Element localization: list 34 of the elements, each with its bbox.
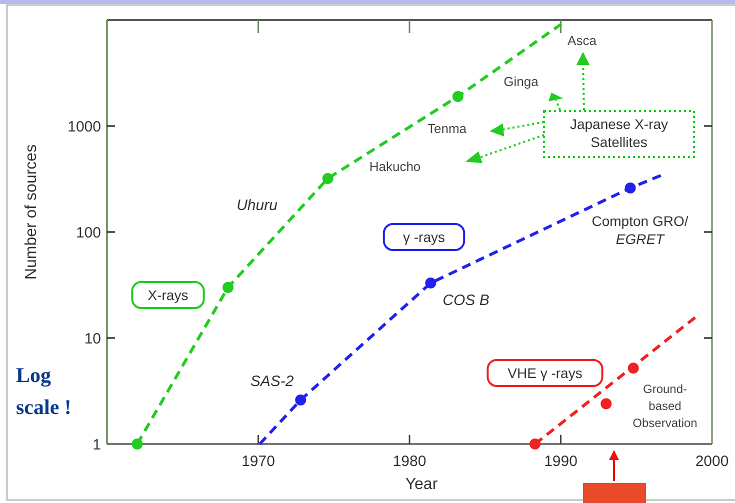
- annotation: Compton GRO/ EGRET: [592, 213, 688, 247]
- point: [322, 172, 334, 184]
- x-tick-label: 1990: [544, 453, 578, 470]
- point: [222, 282, 234, 293]
- x-axis-title: Year: [405, 476, 438, 493]
- y-tick-label: 1000: [68, 118, 101, 136]
- point: [628, 362, 639, 374]
- point: [425, 278, 436, 289]
- annotation: Japanese X-ray Satellites: [570, 116, 668, 150]
- x-tick-label: 1970: [242, 453, 275, 470]
- point: [530, 438, 541, 450]
- x-tick-label: 1980: [392, 453, 426, 470]
- annotation: Ginga: [504, 74, 540, 89]
- series-label: X-rays: [148, 286, 188, 303]
- annotation: Uhuru: [236, 197, 278, 214]
- point: [295, 394, 306, 406]
- y-tick-label: 100: [76, 224, 101, 242]
- point: [600, 398, 612, 410]
- annotation: SAS-2: [250, 373, 294, 390]
- annotation: Hakucho: [369, 159, 421, 174]
- x-tick-label: 2000: [695, 453, 729, 470]
- series-label: VHE γ -rays: [508, 364, 582, 381]
- annotation: Asca: [568, 33, 598, 48]
- text: γ -rays: [403, 228, 445, 245]
- y-axis-title: Number of sources: [23, 144, 40, 280]
- text: Log scale !: [16, 363, 72, 419]
- point: [452, 90, 464, 102]
- y-tick-label: 1: [92, 436, 101, 454]
- point: [624, 182, 636, 194]
- annotation: Ground- based Observation: [632, 382, 698, 430]
- annotation: COS B: [442, 292, 490, 309]
- y-tick-label: 10: [84, 330, 101, 348]
- point: [132, 438, 143, 450]
- annotation: Tenma: [427, 121, 468, 136]
